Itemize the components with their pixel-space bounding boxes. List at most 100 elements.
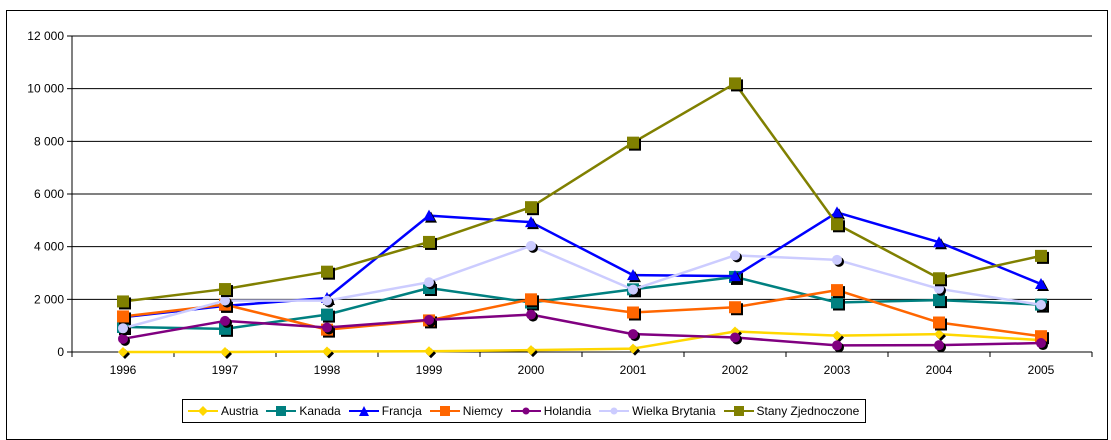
x-tick-label: 2000 (518, 363, 545, 377)
data-point (729, 77, 741, 90)
y-tick-label: 4 000 (34, 240, 64, 254)
data-point (934, 283, 944, 294)
data-point (628, 343, 638, 354)
data-point (424, 314, 434, 325)
data-point (322, 346, 332, 357)
data-point (831, 296, 843, 309)
x-tick-label: 2001 (620, 363, 647, 377)
data-point (117, 295, 129, 308)
legend-swatch (429, 406, 460, 416)
series-line-stany-zjednoczone (122, 82, 1042, 303)
data-point (627, 136, 639, 149)
x-tick-label: 1997 (212, 363, 239, 377)
y-tick-label: 8 000 (34, 134, 64, 148)
data-point (322, 322, 332, 333)
data-point (424, 346, 434, 357)
x-tick-label: 1999 (416, 363, 443, 377)
legend-label: Stany Zjednoczone (756, 404, 860, 418)
x-tick-label: 2003 (824, 363, 851, 377)
data-point (730, 332, 740, 343)
y-tick-label: 2 000 (34, 292, 64, 306)
legend-swatch (599, 407, 630, 415)
series-line-niemcy (122, 288, 1042, 338)
y-tick-label: 0 (57, 345, 64, 359)
x-tick-label: 2004 (926, 363, 953, 377)
series-line-francja (122, 211, 1042, 319)
data-point (1035, 249, 1047, 262)
legend-label: Kanada (299, 404, 341, 418)
data-series (117, 77, 1049, 359)
data-point (831, 284, 843, 297)
series-line-kanada (122, 275, 1042, 331)
data-point (525, 293, 537, 306)
series-holandia (118, 309, 1048, 353)
data-point (933, 316, 945, 329)
y-tick-label: 6 000 (34, 187, 64, 201)
legend-swatch (188, 406, 218, 416)
data-point (117, 310, 129, 323)
data-point (627, 269, 639, 281)
legend-item: Holandia (510, 404, 591, 418)
legend-item: Stany Zjednoczone (723, 404, 860, 418)
legend-label: Francja (381, 404, 422, 418)
legend: Austria Kanada Francja Niemcy Holandia Wielka… (182, 399, 867, 423)
data-point (729, 270, 741, 282)
data-point (220, 347, 230, 357)
data-point (730, 250, 740, 261)
legend-item: Austria (187, 404, 258, 418)
data-point (525, 216, 537, 228)
data-point (219, 283, 231, 296)
legend-item: Wielka Brytania (598, 404, 716, 418)
series-wielka-brytania (118, 240, 1048, 336)
legend-swatch (723, 406, 754, 416)
legend-swatch (266, 406, 297, 416)
data-point (831, 206, 843, 218)
series-line-wielka-brytania (122, 244, 1042, 330)
legend-item: Francja (348, 404, 422, 418)
data-point (1035, 278, 1047, 290)
series-austria (118, 326, 1048, 359)
data-point (933, 272, 945, 285)
data-point (933, 294, 945, 307)
data-point (424, 277, 434, 288)
series-line-holandia (122, 313, 1042, 347)
data-point (220, 295, 230, 306)
x-tick-label: 2002 (722, 363, 749, 377)
legend-label: Holandia (543, 404, 592, 418)
data-point (423, 235, 435, 248)
data-point (423, 209, 435, 221)
data-point (526, 345, 536, 356)
data-point (627, 306, 639, 319)
data-point (118, 323, 128, 334)
legend-label: Wielka Brytania (632, 404, 716, 418)
data-point (832, 254, 842, 265)
data-point (934, 340, 944, 351)
data-point (118, 347, 128, 357)
y-tick-label: 10 000 (27, 82, 64, 96)
legend-item: Niemcy (429, 404, 503, 418)
grid-lines (72, 35, 1092, 300)
y-tick-label: 12 000 (27, 29, 64, 43)
series-stany-zjednoczone (117, 77, 1049, 310)
legend-label: Austria (221, 404, 259, 418)
x-tick-label: 2005 (1028, 363, 1055, 377)
data-point (1036, 299, 1046, 310)
data-point (1036, 338, 1046, 349)
data-point (526, 240, 536, 251)
series-line-austria (123, 330, 1042, 354)
data-point (832, 340, 842, 351)
legend-swatch (348, 406, 379, 416)
data-point (729, 301, 741, 314)
data-point (220, 315, 230, 326)
data-point (831, 218, 843, 231)
y-tick-labels: 0 2 000 4 000 6 000 8 000 10 000 12 000 (27, 29, 64, 359)
x-tick-label: 1998 (314, 363, 341, 377)
data-point (118, 333, 128, 344)
data-point (322, 295, 332, 306)
legend-swatch (510, 407, 541, 415)
data-point (933, 236, 945, 248)
data-point (321, 265, 333, 278)
data-point (628, 284, 638, 295)
data-point (934, 329, 944, 340)
